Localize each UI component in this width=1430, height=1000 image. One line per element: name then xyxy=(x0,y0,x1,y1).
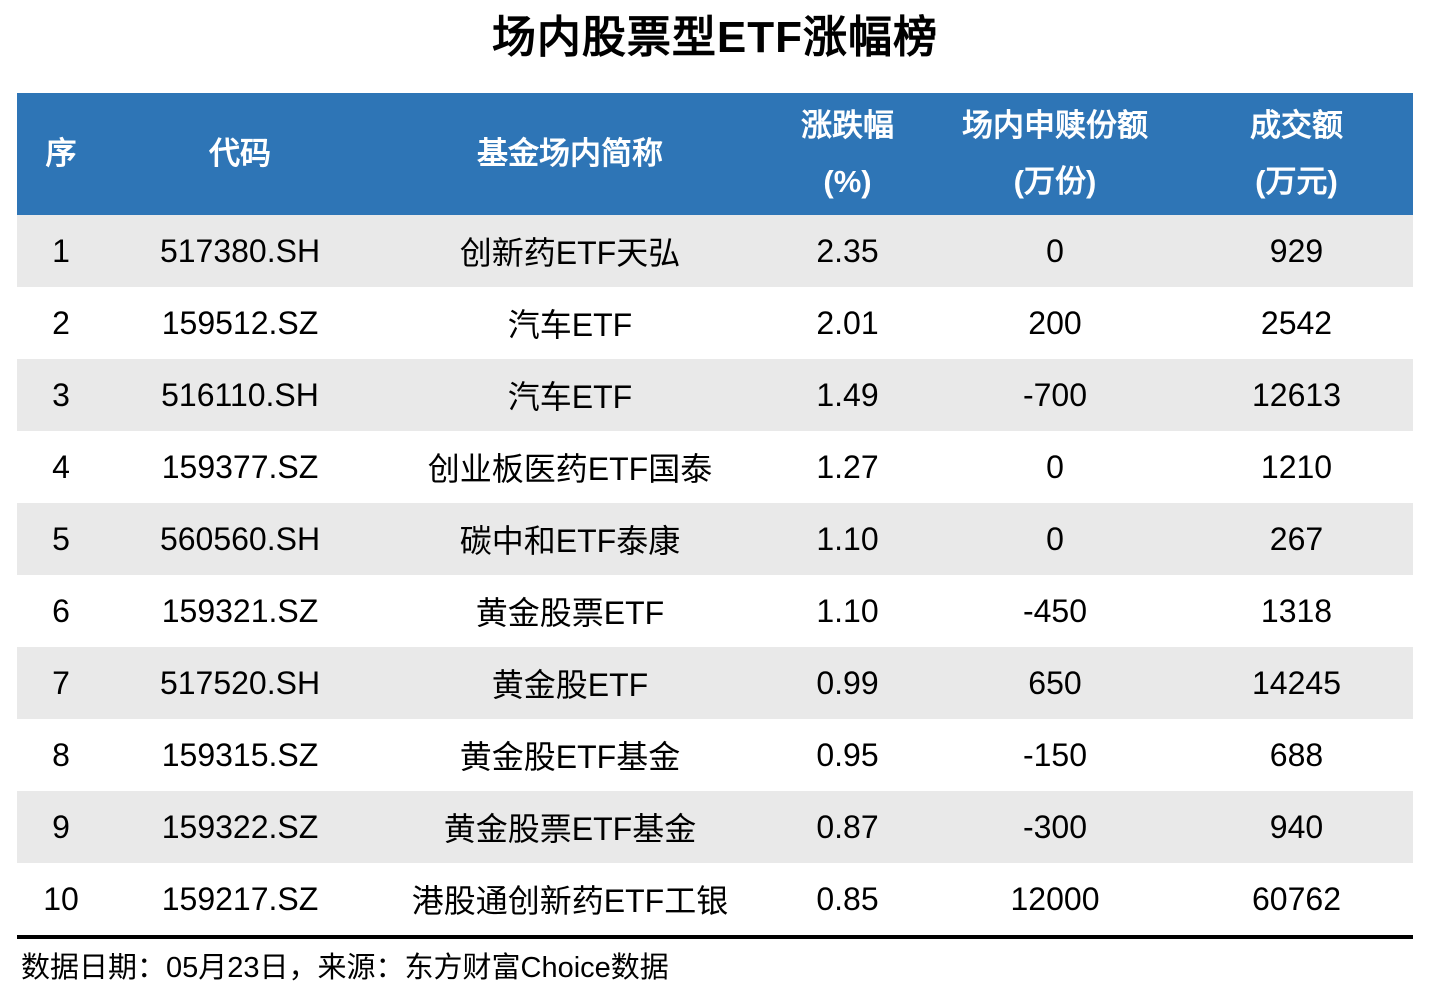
cell-code: 159217.SZ xyxy=(161,880,319,917)
cell-name: 汽车ETF xyxy=(507,307,633,343)
cell-shares: 12000 xyxy=(1010,880,1100,917)
cell-shares: 200 xyxy=(1028,304,1082,341)
cell-turnover: 1318 xyxy=(1260,592,1333,629)
cell-code: 560560.SH xyxy=(159,520,321,557)
column-unit-label: (%) xyxy=(823,164,872,199)
table-row: 7 517520.SH 黄金股ETF 0.99 650 14245 xyxy=(17,647,1413,719)
page-title: 场内股票型ETF涨幅榜 xyxy=(491,13,939,62)
cell-name: 黄金股ETF基金 xyxy=(459,739,681,775)
column-label: 涨跌幅 xyxy=(801,108,894,143)
table-row: 4 159377.SZ 创业板医药ETF国泰 1.27 0 1210 xyxy=(17,431,1413,503)
cell-change: 1.49 xyxy=(816,376,879,413)
column-header-name: 基金场内简称 xyxy=(375,93,765,215)
table-row: 1 517380.SH 创新药ETF天弘 2.35 0 929 xyxy=(17,215,1413,287)
cell-shares: 0 xyxy=(1046,448,1064,485)
etf-gainers-table: 序 代码 基金场内简称 涨跌幅 (%) 场内申赎份额 (万份) 成交额 (万元) 1 517380… xyxy=(17,93,1413,935)
cell-name: 黄金股票ETF xyxy=(475,595,665,631)
table-row: 3 516110.SH 汽车ETF 1.49 -700 12613 xyxy=(17,359,1413,431)
cell-rank: 5 xyxy=(52,520,70,557)
column-header-rank: 序 xyxy=(17,93,105,215)
column-header-code: 代码 xyxy=(105,93,375,215)
cell-change: 0.99 xyxy=(816,664,879,701)
cell-rank: 4 xyxy=(52,448,70,485)
table-row: 10 159217.SZ 港股通创新药ETF工银 0.85 12000 60762 xyxy=(17,863,1413,935)
cell-shares: -450 xyxy=(1022,592,1088,629)
cell-turnover: 12613 xyxy=(1252,376,1341,413)
column-label: 成交额 xyxy=(1250,108,1343,143)
cell-code: 159315.SZ xyxy=(161,736,319,773)
cell-rank: 10 xyxy=(43,880,79,917)
table-row: 6 159321.SZ 黄金股票ETF 1.10 -450 1318 xyxy=(17,575,1413,647)
cell-rank: 2 xyxy=(52,304,70,341)
table-header: 序 代码 基金场内简称 涨跌幅 (%) 场内申赎份额 (万份) 成交额 (万元) xyxy=(17,93,1413,215)
cell-code: 517520.SH xyxy=(159,664,321,701)
cell-change: 0.85 xyxy=(816,880,879,917)
cell-change: 0.95 xyxy=(816,736,879,773)
table-body: 1 517380.SH 创新药ETF天弘 2.35 0 929 2 159512.SZ 汽车ET… xyxy=(17,215,1413,935)
table-row: 9 159322.SZ 黄金股票ETF基金 0.87 -300 940 xyxy=(17,791,1413,863)
cell-code: 159512.SZ xyxy=(161,304,319,341)
column-label: 代码 xyxy=(209,136,271,171)
column-unit-label: (万元) xyxy=(1255,164,1338,199)
cell-rank: 3 xyxy=(52,376,70,413)
table-row: 5 560560.SH 碳中和ETF泰康 1.10 0 267 xyxy=(17,503,1413,575)
cell-shares: 0 xyxy=(1046,520,1064,557)
cell-code: 516110.SH xyxy=(161,376,319,413)
cell-name: 黄金股ETF xyxy=(491,667,649,703)
cell-code: 159322.SZ xyxy=(161,808,319,845)
cell-change: 1.27 xyxy=(816,448,879,485)
column-label: 场内申赎份额 xyxy=(962,108,1148,143)
cell-rank: 6 xyxy=(52,592,70,629)
column-label: 基金场内简称 xyxy=(477,136,663,171)
cell-rank: 1 xyxy=(52,232,70,269)
cell-shares: -150 xyxy=(1022,736,1088,773)
cell-name: 汽车ETF xyxy=(507,379,633,415)
cell-turnover: 267 xyxy=(1269,520,1324,557)
cell-rank: 8 xyxy=(52,736,70,773)
cell-name: 创业板医药ETF国泰 xyxy=(427,451,713,487)
column-label: 序 xyxy=(45,136,77,171)
header-row: 序 代码 基金场内简称 涨跌幅 (%) 场内申赎份额 (万份) 成交额 (万元) xyxy=(17,93,1413,215)
data-table: 序 代码 基金场内简称 涨跌幅 (%) 场内申赎份额 (万份) 成交额 (万元) 1 517380… xyxy=(17,93,1413,935)
column-header-shares: 场内申赎份额 (万份) xyxy=(930,93,1180,215)
cell-change: 2.01 xyxy=(816,304,879,341)
cell-shares: 650 xyxy=(1028,664,1082,701)
cell-rank: 9 xyxy=(52,808,70,845)
data-source-text: 数据日期：05月23日，来源：东方财富Choice数据 xyxy=(21,952,669,984)
cell-change: 0.87 xyxy=(816,808,879,845)
cell-turnover: 60762 xyxy=(1252,880,1341,917)
cell-change: 1.10 xyxy=(816,520,879,557)
cell-name: 港股通创新药ETF工银 xyxy=(411,883,729,919)
table-row: 2 159512.SZ 汽车ETF 2.01 200 2542 xyxy=(17,287,1413,359)
cell-turnover: 688 xyxy=(1269,736,1324,773)
cell-code: 517380.SH xyxy=(159,232,321,269)
cell-shares: 0 xyxy=(1046,232,1064,269)
cell-turnover: 2542 xyxy=(1260,304,1333,341)
cell-turnover: 929 xyxy=(1269,232,1324,269)
cell-code: 159321.SZ xyxy=(161,592,319,629)
cell-turnover: 940 xyxy=(1269,808,1324,845)
cell-name: 创新药ETF天弘 xyxy=(459,235,681,271)
column-unit-label: (万份) xyxy=(1013,164,1097,199)
table-row: 8 159315.SZ 黄金股ETF基金 0.95 -150 688 xyxy=(17,719,1413,791)
column-header-change: 涨跌幅 (%) xyxy=(765,93,930,215)
cell-turnover: 1210 xyxy=(1260,448,1333,485)
cell-name: 黄金股票ETF基金 xyxy=(443,811,697,847)
cell-change: 1.10 xyxy=(816,592,879,629)
cell-change: 2.35 xyxy=(816,232,879,269)
cell-rank: 7 xyxy=(52,664,70,701)
cell-shares: -300 xyxy=(1022,808,1088,845)
cell-shares: -700 xyxy=(1022,376,1088,413)
footer-note: 数据日期：05月23日，来源：东方财富Choice数据 xyxy=(17,935,1413,987)
cell-turnover: 14245 xyxy=(1252,664,1341,701)
column-header-turnover: 成交额 (万元) xyxy=(1180,93,1413,215)
cell-name: 碳中和ETF泰康 xyxy=(459,523,681,559)
cell-code: 159377.SZ xyxy=(161,448,319,485)
